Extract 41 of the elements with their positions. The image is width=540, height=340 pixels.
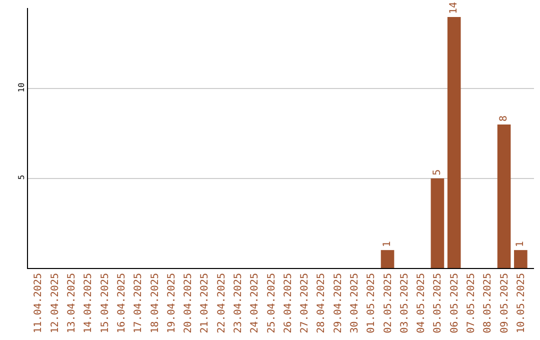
- x-tick-label: 09.05.2025: [499, 273, 510, 334]
- x-tick-label: 23.04.2025: [232, 273, 244, 334]
- x-tick-label: 17.04.2025: [133, 273, 144, 334]
- x-tick-label: 14.04.2025: [83, 273, 94, 334]
- x-tick-label: 28.04.2025: [316, 273, 328, 334]
- x-tick-label: 10.05.2025: [516, 273, 527, 334]
- data-label: 8: [498, 116, 510, 122]
- data-label: 1: [382, 241, 394, 248]
- data-label: 14: [448, 2, 460, 14]
- x-tick-label: 20.04.2025: [183, 273, 194, 334]
- x-tick-label: 26.04.2025: [282, 273, 294, 334]
- y-tick-label: 10: [16, 82, 26, 92]
- data-label: 1: [515, 241, 526, 248]
- x-tick-label: 06.05.2025: [449, 273, 460, 334]
- x-tick-label: 07.05.2025: [466, 273, 477, 334]
- x-tick-label: 13.04.2025: [66, 273, 78, 334]
- x-tick-label: 24.04.2025: [250, 273, 261, 334]
- x-tick-label: 19.04.2025: [166, 273, 178, 334]
- bar: [430, 178, 444, 268]
- x-tick-label: 29.04.2025: [332, 273, 344, 334]
- x-tick-label: 25.04.2025: [266, 273, 278, 334]
- x-tick-label: 05.05.2025: [432, 273, 444, 334]
- x-tick-label: 21.04.2025: [200, 273, 211, 334]
- x-tick-label: 03.05.2025: [399, 273, 410, 334]
- data-label: 5: [432, 169, 443, 176]
- x-tick-label: 02.05.2025: [382, 273, 394, 334]
- bar: [497, 124, 511, 268]
- x-tick-label: 04.05.2025: [416, 273, 428, 334]
- x-tick-label: 11.04.2025: [33, 273, 44, 334]
- x-tick-label: 30.04.2025: [349, 273, 360, 334]
- x-tick-label: 27.04.2025: [300, 273, 311, 334]
- x-tick-label: 18.04.2025: [150, 273, 161, 334]
- bar: [514, 250, 528, 268]
- x-tick-label: 16.04.2025: [116, 273, 128, 334]
- x-tick-label: 12.04.2025: [50, 273, 61, 334]
- x-tick-label: 15.04.2025: [100, 273, 111, 334]
- x-tick-label: 01.05.2025: [366, 273, 378, 334]
- bar: [447, 16, 461, 268]
- x-tick-label: 22.04.2025: [216, 273, 228, 334]
- x-tick-label: 08.05.2025: [482, 273, 494, 334]
- bar: [380, 250, 394, 268]
